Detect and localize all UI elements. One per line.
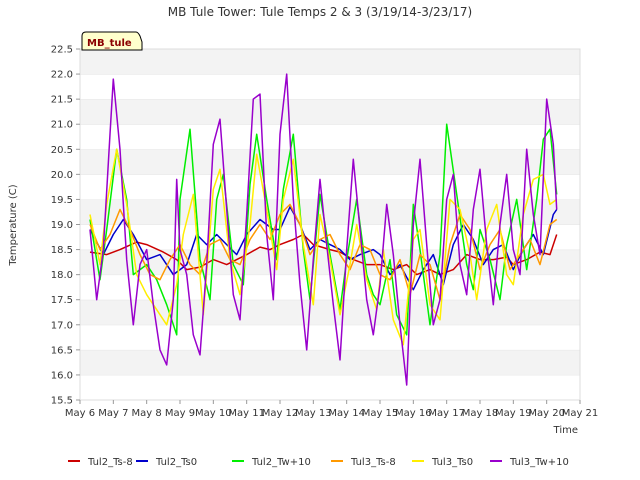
x-tick-label: May 18 [462,408,499,419]
x-tick-label: May 16 [395,408,432,419]
x-tick-label: May 17 [428,408,465,419]
series-line-tul2-tw-10 [89,123,558,336]
x-tick-label: May 6 [65,408,95,419]
legend-label: Tul2_Ts-8 [87,457,133,468]
legend-label: Tul3_Tw+10 [509,457,569,468]
y-tick-label: 18.5 [51,245,73,256]
site-tag-box [81,31,143,51]
x-tick-label: May 21 [562,408,599,419]
x-tick-label: May 15 [362,408,399,419]
x-tick-label: May 19 [495,408,532,419]
y-tick-label: 16.5 [51,345,73,356]
legend-label: Tul3_Ts-8 [350,457,396,468]
grid-band [80,49,580,75]
x-tick-label: May 12 [262,408,299,419]
grid-band [80,149,580,175]
legend-label: Tul3_Ts0 [431,457,473,468]
y-tick-label: 16.0 [51,370,73,381]
y-tick-label: 22.0 [51,70,73,81]
x-tick-label: May 9 [165,408,195,419]
y-tick-label: 15.5 [51,396,73,407]
y-tick-label: 20.0 [51,170,73,181]
chart-title: MB Tule Tower: Tule Temps 2 & 3 (3/19/14… [168,5,472,19]
y-tick-label: 22.5 [51,45,73,56]
series-line-tul3-tw-10 [89,73,558,386]
x-tick-label: May 13 [295,408,332,419]
x-axis-title: Time [553,425,578,436]
y-tick-label: 19.5 [51,195,73,206]
y-tick-label: 20.5 [51,145,73,156]
y-axis-title: Temperature (C) [8,184,19,266]
x-tick-label: May 7 [98,408,128,419]
y-tick-label: 19.0 [51,220,73,231]
grid-band [80,224,580,250]
y-tick-label: 17.0 [51,320,73,331]
x-tick-label: May 20 [528,408,565,419]
site-tag-label: MB_tule [87,38,132,49]
x-tick-label: May 11 [228,408,265,419]
grid-band [80,124,580,150]
grid-bands [80,48,580,400]
legend: Tul2_Ts-8 Tul2_Ts0 Tul2_Tw+10 Tul3_Ts-8 Tul3… [68,457,569,468]
y-tick-label: 21.5 [51,95,73,106]
site-tag: MB_tule [81,31,143,51]
series-line-tul3-ts0 [89,148,558,346]
series-lines [89,73,558,386]
x-tick-label: May 10 [195,408,232,419]
y-tick-label: 21.0 [51,120,73,131]
grid-band [80,74,580,100]
y-tick-label: 17.5 [51,295,73,306]
x-tick-label: May 14 [328,408,365,419]
x-tick-label: May 8 [132,408,162,419]
grid-band [80,374,580,400]
grid-band [80,99,580,125]
grid-band [80,174,580,200]
grid-band [80,199,580,225]
grid-band [80,349,580,375]
legend-label: Tul2_Ts0 [155,457,197,468]
y-tick-label: 18.0 [51,270,73,281]
legend-label: Tul2_Tw+10 [251,457,311,468]
grid-band [80,324,580,350]
y-axis: 15.5 16.0 16.5 17.0 17.5 18.0 18.5 19.0 19.5 20.0… [51,45,80,407]
